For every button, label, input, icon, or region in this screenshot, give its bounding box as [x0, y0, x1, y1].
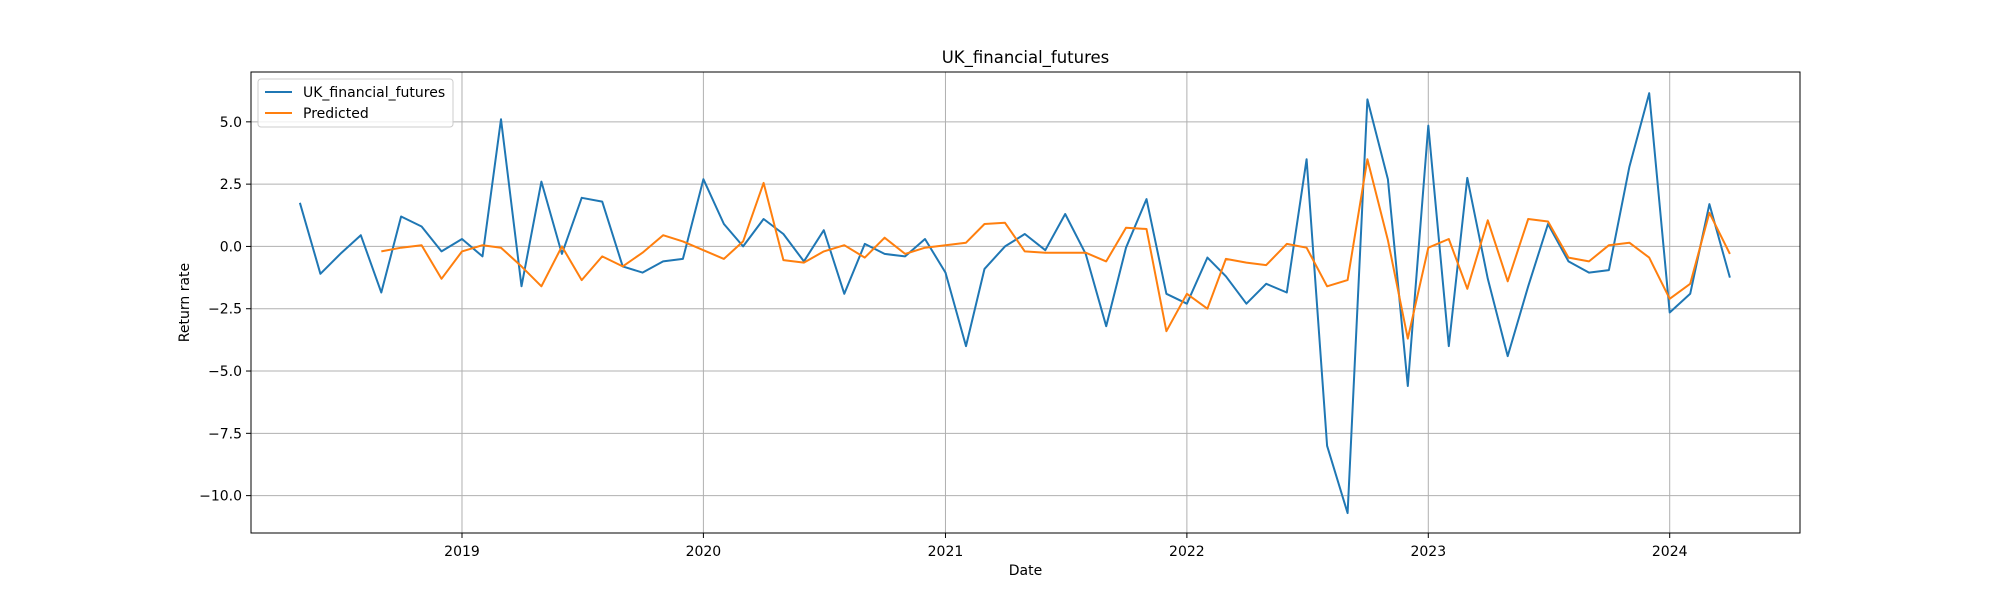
y-tick-label: −7.5 — [208, 426, 242, 442]
plot-series — [298, 92, 1731, 515]
y-tick-label: −2.5 — [208, 302, 242, 318]
series-line-predicted — [381, 158, 1731, 340]
series-line-actual — [298, 92, 1731, 515]
legend-label-actual: UK_financial_futures — [303, 85, 445, 101]
legend-label-predicted: Predicted — [303, 106, 369, 122]
plot-frame — [250, 71, 1801, 534]
y-axis-label: Return rate — [177, 263, 193, 342]
x-axis-ticks: 2019 2020 2021 2022 2023 2024 — [444, 533, 1688, 560]
x-tick-label: 2021 — [928, 544, 964, 560]
y-tick-label: −5.0 — [208, 364, 242, 380]
y-tick-label: 5.0 — [220, 115, 242, 131]
x-axis-label: Date — [1009, 563, 1042, 579]
chart-title: UK_financial_futures — [942, 48, 1110, 68]
x-tick-label: 2024 — [1652, 544, 1688, 560]
x-tick-label: 2019 — [444, 544, 480, 560]
x-tick-label: 2023 — [1410, 544, 1446, 560]
x-tick-label: 2020 — [686, 544, 722, 560]
y-tick-label: 0.0 — [220, 239, 242, 255]
x-tick-label: 2022 — [1169, 544, 1205, 560]
y-tick-label: −10.0 — [199, 489, 242, 505]
legend: UK_financial_futures Predicted — [257, 78, 454, 128]
y-axis-ticks: 5.0 2.5 0.0 −2.5 −5.0 −7.5 −10.0 — [199, 115, 251, 505]
y-tick-label: 2.5 — [220, 177, 242, 193]
legend-box — [257, 78, 454, 128]
